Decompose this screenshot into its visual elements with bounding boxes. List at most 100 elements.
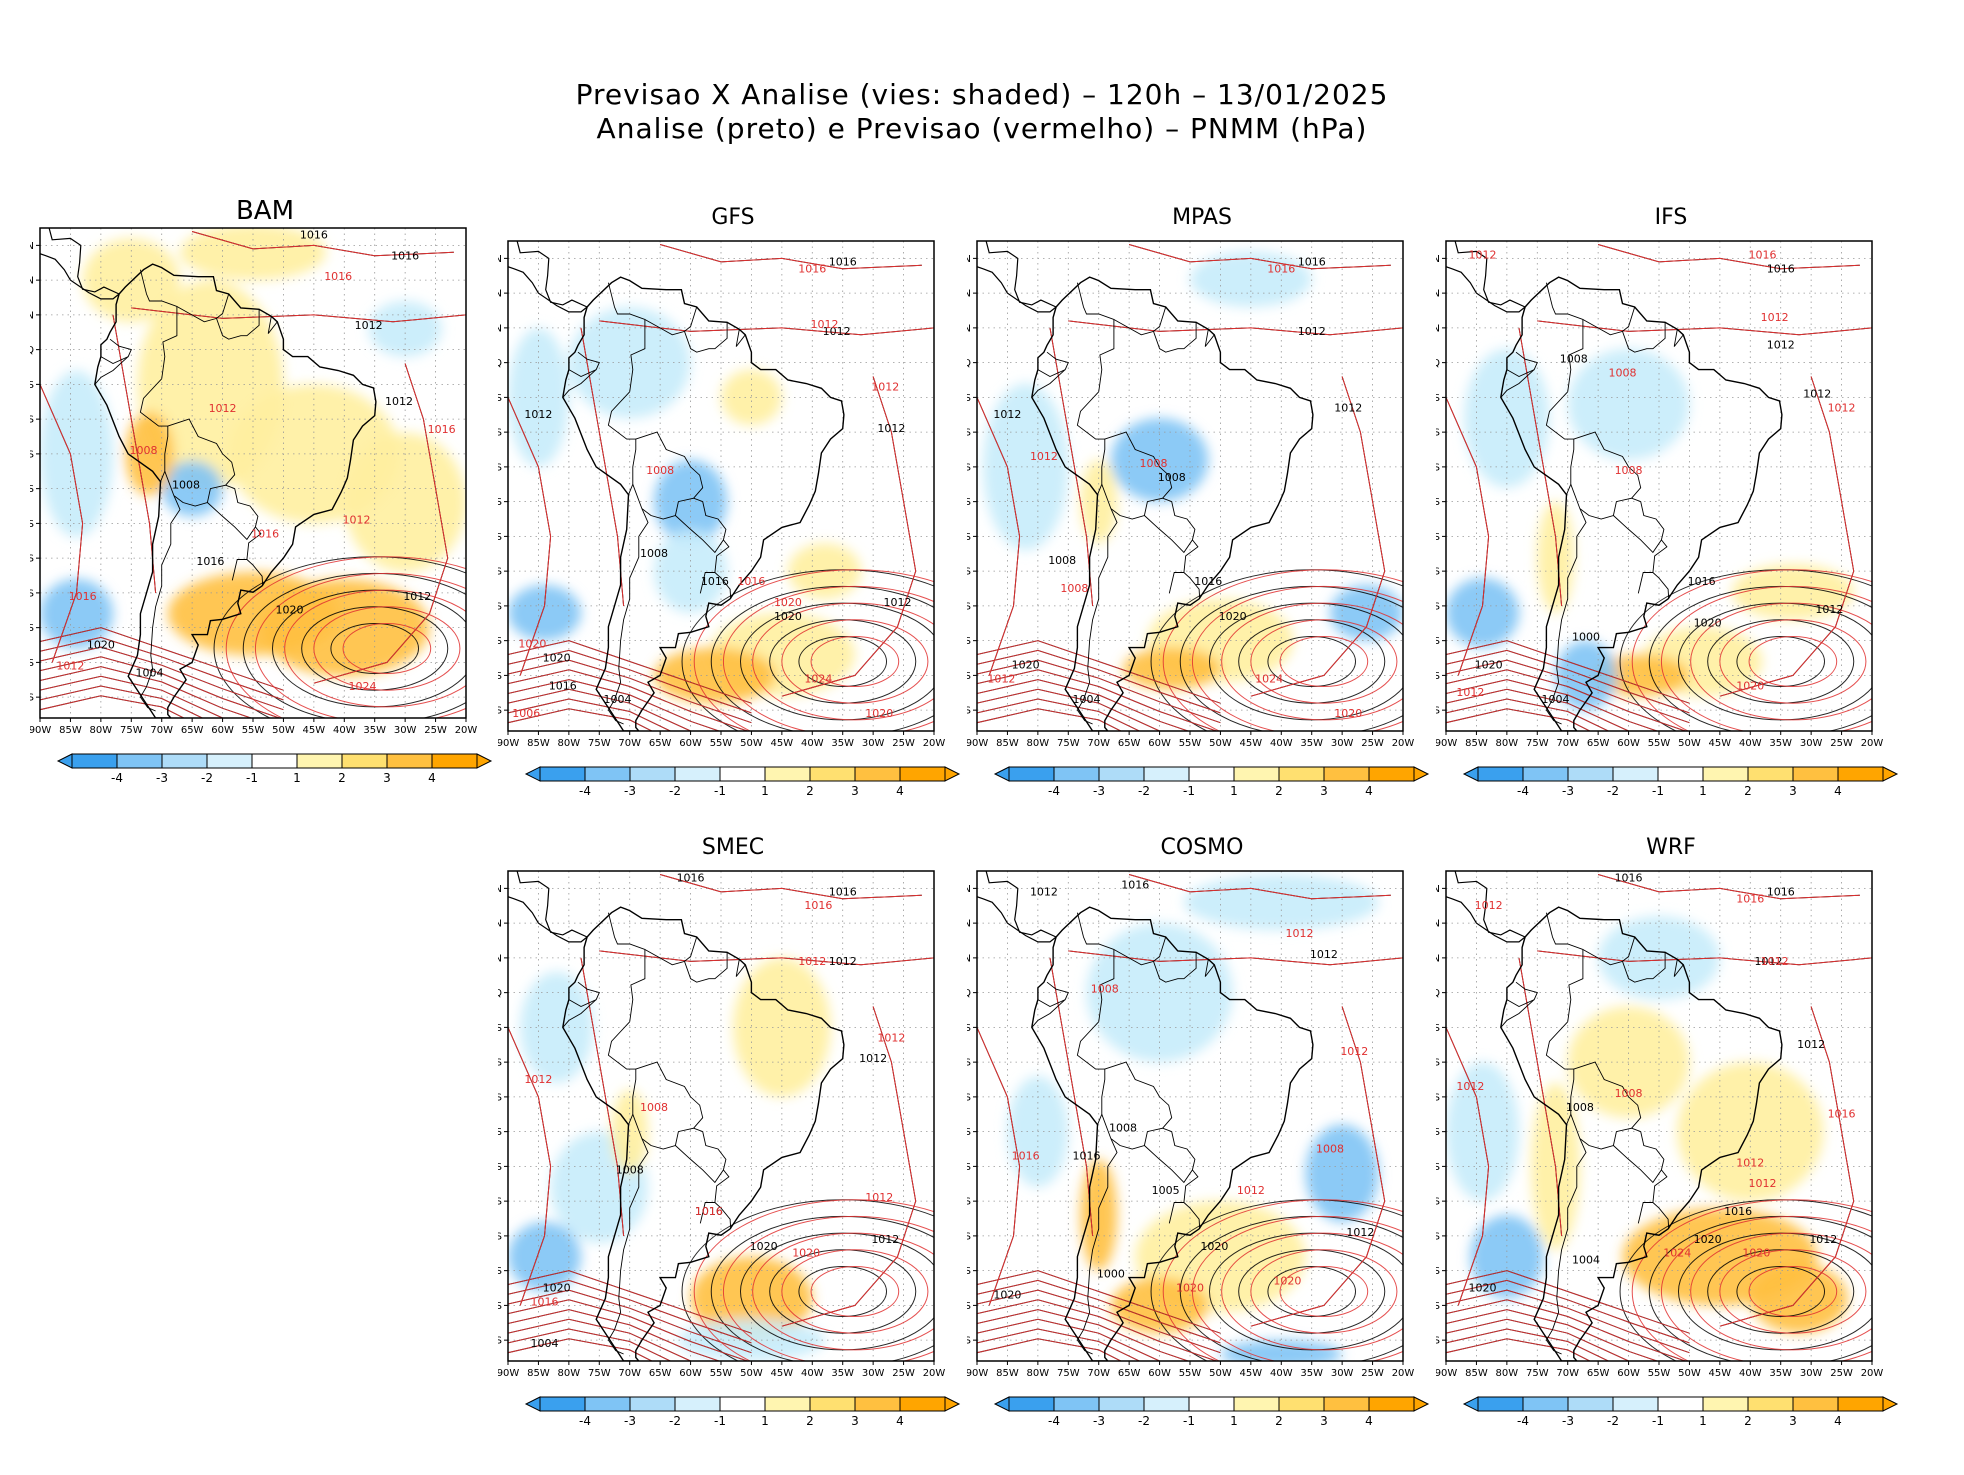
lon-tick-label: 60W	[679, 738, 702, 749]
colorbar-tick-label: 1	[1699, 1414, 1707, 1428]
panel-title: MPAS	[1172, 205, 1232, 230]
colorbar-tick-label: 2	[1275, 1414, 1283, 1428]
analysis-isobar-label: 1012	[524, 408, 552, 421]
country-border	[1153, 322, 1197, 353]
lon-tick-label: 35W	[831, 1368, 854, 1379]
analysis-isobar-label: 1005	[1152, 1184, 1180, 1197]
colorbar-tick-label: 3	[1320, 784, 1328, 798]
country-border	[1622, 322, 1666, 353]
map-area: 1016101610121012100810121020102010161004…	[40, 228, 466, 718]
lon-tick-label: 65W	[1118, 1368, 1141, 1379]
lon-tick-label: 70W	[1556, 1368, 1579, 1379]
lat-tick-label: 45S	[1436, 671, 1440, 682]
colorbar-segment	[1278, 1396, 1325, 1412]
colorbar: -4 -3 -2 -1 1 2 3 4	[993, 766, 1430, 798]
country-border	[735, 959, 746, 977]
analysis-isobar-label: 1004	[1572, 1254, 1600, 1267]
colorbar-segment	[1477, 1396, 1524, 1412]
central-america-pacific-coast	[977, 896, 1057, 943]
colorbar-tick-label: -1	[1183, 1414, 1195, 1428]
lat-tick-label: 5N	[498, 323, 502, 334]
forecast-contours	[977, 874, 1403, 1361]
lat-tick-label: 5N	[967, 323, 971, 334]
lat-tick-label: 30S	[967, 1197, 971, 1208]
colorbar-high-arrow	[944, 766, 961, 782]
analysis-isobar-label: 1000	[1572, 631, 1600, 644]
lon-tick-label: 30W	[862, 738, 885, 749]
panel-bam: BAM 1016 1016 1012 1012 1008 1012 1020 1020 1016…	[30, 192, 500, 832]
lat-tick-label: 20S	[967, 497, 971, 508]
colorbar-tick-label: -2	[669, 784, 681, 798]
colorbar-tick-label: -1	[714, 784, 726, 798]
analysis-isobar-label: 1016	[677, 871, 705, 884]
lat-tick-label: 25S	[967, 532, 971, 543]
country-border	[139, 495, 181, 712]
lon-tick-label: 60W	[211, 725, 234, 736]
lon-tick-label: 75W	[588, 738, 611, 749]
forecast-isobar-label: 1012	[1237, 1184, 1265, 1197]
lon-tick-label: 25W	[1830, 1368, 1853, 1379]
south-america-coast	[562, 906, 845, 1361]
analysis-isobar-label: 1020	[1694, 1233, 1722, 1246]
colorbar-tick-label: -4	[1517, 784, 1529, 798]
forecast-isobar-label: 1016	[1748, 248, 1776, 261]
analysis-isobar-label: 1008	[640, 547, 668, 560]
lat-tick-label: 45S	[498, 1301, 502, 1312]
map-area: 1016101610121012101610201012102010041008…	[508, 871, 934, 1361]
lon-tick-label: 20W	[1392, 1368, 1415, 1379]
colorbar-tick-label: -2	[669, 1414, 681, 1428]
lon-tick-label: 70W	[1087, 1368, 1110, 1379]
lon-tick-label: 60W	[1617, 738, 1640, 749]
colorbar-segment	[1098, 766, 1145, 782]
lat-tick-label: 45S	[30, 658, 34, 669]
forecast-isobar-label: 1016	[531, 1295, 559, 1308]
forecast-isobar-label: 1012	[871, 380, 899, 393]
colorbar-segment	[1657, 766, 1704, 782]
colorbar-tick-label: -2	[1138, 784, 1150, 798]
lat-tick-label: 40S	[498, 1266, 502, 1277]
forecast-isobar-label: 1020	[1334, 707, 1362, 720]
analysis-isobar-label: 1008	[616, 1163, 644, 1176]
analysis-isobar-label: 1012	[1030, 885, 1058, 898]
graticule	[508, 871, 934, 1361]
forecast-isobar-label: 1012	[1761, 955, 1789, 968]
analysis-isobar-label: 1016	[1298, 255, 1326, 268]
map-mpas: 1016 1012 1012 1012 1008 1016 1020 1020 1004 1008…	[967, 240, 1430, 798]
lon-tick-label: 35W	[1300, 1368, 1323, 1379]
panel-ifs: IFS 1016 1012 1012 1008 1016 1020 1012 1020 1004…	[1436, 205, 1906, 845]
map-cosmo: 1012 1016 1012 1012 1020 1016 1005 1020 1000 1008…	[967, 870, 1430, 1428]
colorbar-low-arrow	[56, 753, 73, 769]
country-border	[1037, 351, 1069, 378]
lon-tick-label: 20W	[923, 1368, 946, 1379]
south-america-coast	[1500, 906, 1783, 1361]
contour-labels: 1012 1016 1012 1012 1020 1016 1005 1020 1000 1008…	[993, 878, 1374, 1301]
analysis-isobar-label: 1008	[1158, 471, 1186, 484]
lat-tick-label: 40S	[1436, 636, 1440, 647]
analysis-isobar-label: 1016	[1767, 885, 1795, 898]
panel-title: SMEC	[701, 835, 765, 860]
colorbar-tick-label: 4	[896, 1414, 904, 1428]
analysis-isobar-label: 1012	[871, 1233, 899, 1246]
lat-tick-label: 5S	[967, 393, 971, 404]
analysis-isobar-label: 1012	[1334, 401, 1362, 414]
analysis-isobar-label: 1016	[1194, 575, 1222, 588]
country-border	[562, 369, 597, 398]
lat-tick-label: 10S	[1436, 428, 1440, 439]
lat-tick-label: 5N	[967, 953, 971, 964]
lon-tick-label: 85W	[996, 1368, 1019, 1379]
coastlines	[40, 228, 377, 718]
panel-title: COSMO	[1160, 835, 1244, 860]
colorbar-tick-label: 2	[338, 771, 346, 785]
lon-tick-label: 85W	[996, 738, 1019, 749]
lat-tick-label: 5S	[30, 380, 34, 391]
colorbar-segment	[1143, 766, 1190, 782]
lon-tick-label: 50W	[740, 1368, 763, 1379]
analysis-isobar-label: 1012	[1797, 1038, 1825, 1051]
lon-tick-label: 55W	[710, 1368, 733, 1379]
lat-tick-label: 15S	[1436, 1092, 1440, 1103]
analysis-isobar-label: 1012	[823, 325, 851, 338]
colorbar-segment	[854, 766, 901, 782]
analysis-isobar-label: 1020	[543, 1281, 571, 1294]
colorbar-tick-label: -3	[1093, 1414, 1105, 1428]
